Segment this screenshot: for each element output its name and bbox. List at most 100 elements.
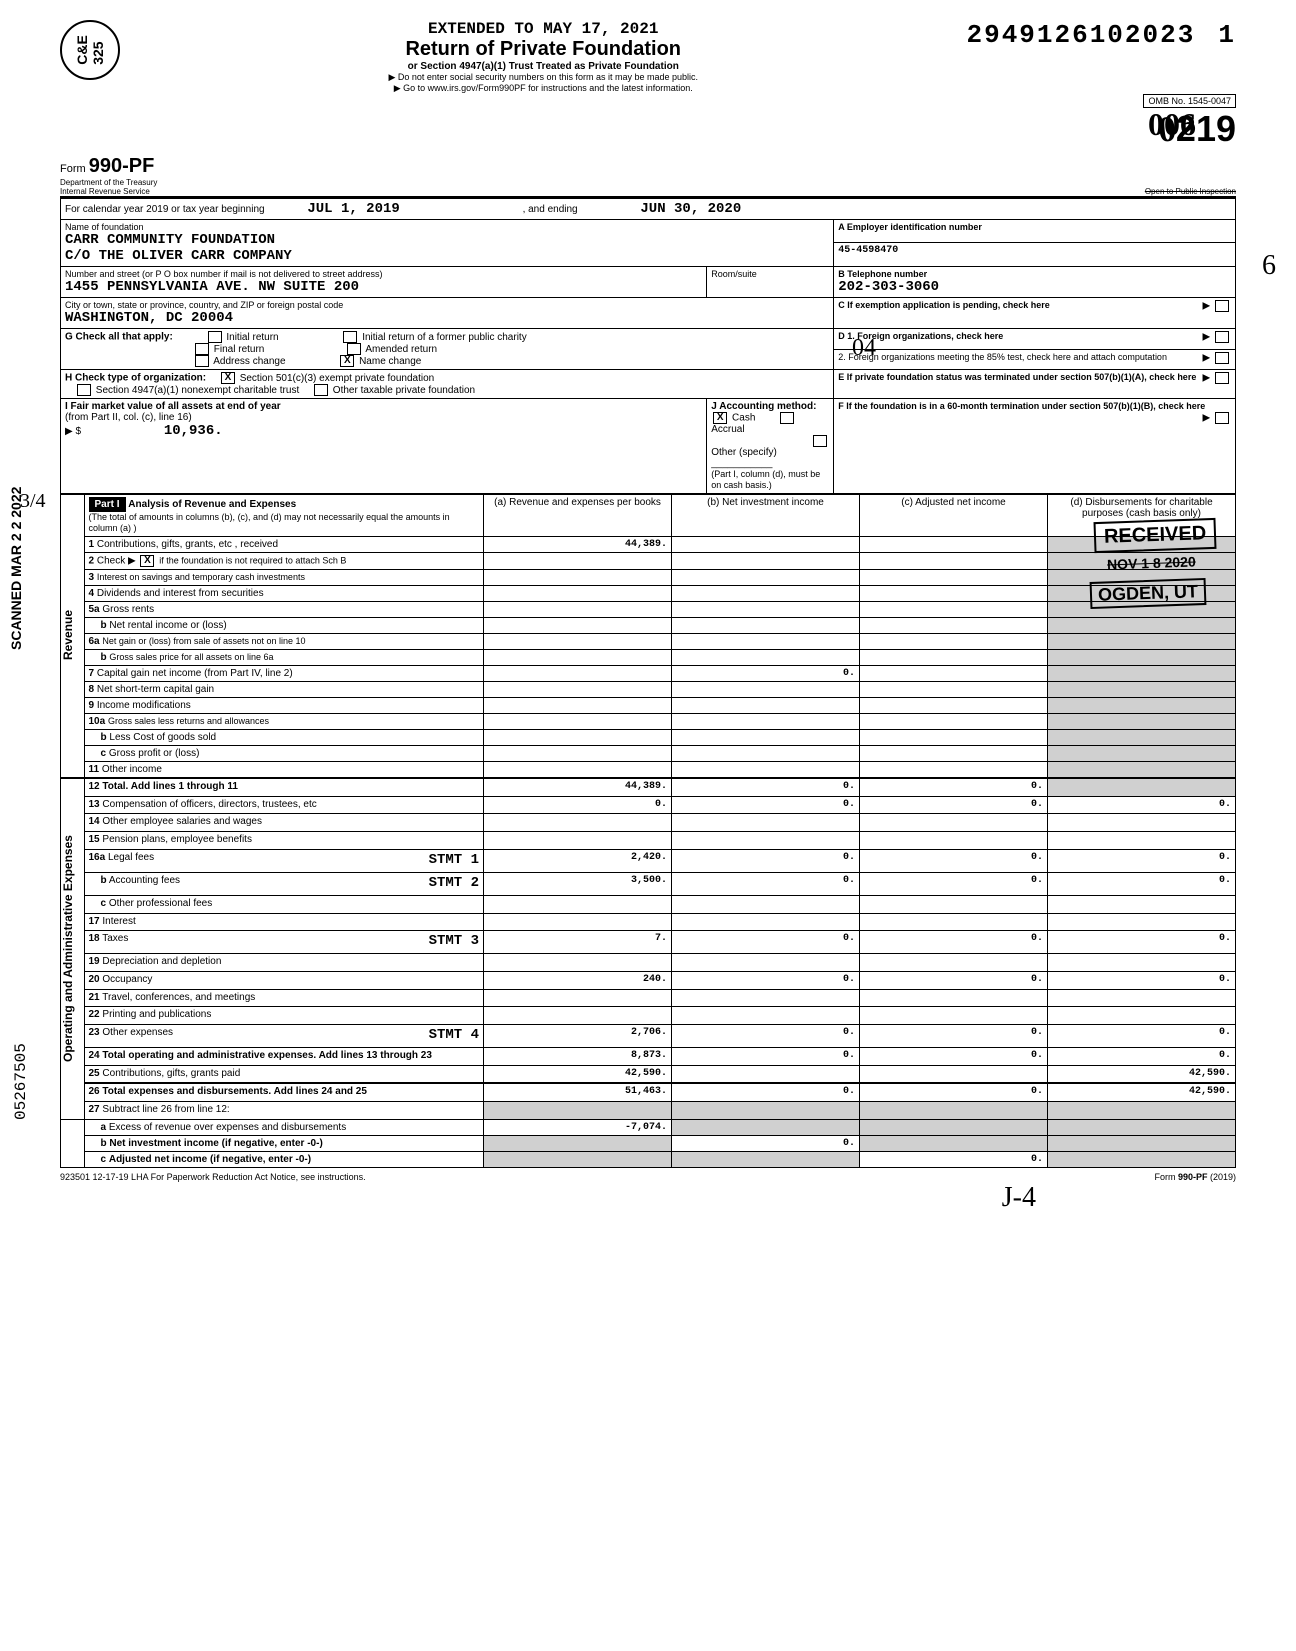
calendar-line: For calendar year 2019 or tax year begin…: [61, 199, 1236, 220]
j-cell: J Accounting method: X Cash Accrual Othe…: [707, 399, 834, 494]
g-address-checkbox[interactable]: [195, 355, 209, 367]
row-4: 4 Dividends and interest from securities: [61, 586, 1236, 602]
row-24: 24 Total operating and administrative ex…: [61, 1048, 1236, 1066]
header-table: For calendar year 2019 or tax year begin…: [60, 198, 1236, 494]
header-row: C&E325 EXTENDED TO MAY 17, 2021 Return o…: [60, 20, 1236, 94]
open-inspection: Open to Public Inspection: [1143, 187, 1236, 196]
dln-block: 2949126102023 1: [966, 20, 1236, 50]
schb-checkbox[interactable]: X: [140, 555, 154, 567]
tel-cell: B Telephone number 202-303-3060: [834, 267, 1236, 298]
expenses-sidebar: Operating and Administrative Expenses: [61, 778, 85, 1120]
part1-header: Part I Analysis of Revenue and Expenses …: [84, 495, 484, 537]
row-23: 23 Other expenses STMT 42,706.0.0.0.: [61, 1024, 1236, 1047]
d2-checkbox[interactable]: [1215, 352, 1229, 364]
j-other-checkbox[interactable]: [813, 435, 827, 447]
form-sub1: or Section 4947(a)(1) Trust Treated as P…: [120, 61, 966, 72]
g-cell: G Check all that apply: Initial return I…: [61, 329, 834, 370]
addr-cell: Number and street (or P O box number if …: [61, 267, 707, 298]
form-id-row: Form 990-PF Department of the Treasury I…: [60, 94, 1236, 198]
form-number: Form 990-PF: [60, 155, 157, 178]
received-date-stamp: NOV 1 8 2020: [1107, 553, 1196, 572]
row-3: 3 Interest on savings and temporary cash…: [61, 570, 1236, 586]
d1-cell: D 1. Foreign organizations, check here ▶: [834, 329, 1236, 350]
h-other-checkbox[interactable]: [314, 384, 328, 396]
city: WASHINGTON, DC 20004: [65, 310, 829, 326]
row-5b: b Net rental income or (loss): [61, 618, 1236, 634]
margin-scanned-date: SCANNED MAR 2 2 2022: [8, 487, 24, 650]
city-cell: City or town, state or province, country…: [61, 298, 834, 329]
row-15: 15 Pension plans, employee benefits: [61, 831, 1236, 849]
header-center: EXTENDED TO MAY 17, 2021 Return of Priva…: [120, 20, 966, 94]
foundation-co: C/O THE OLIVER CARR COMPANY: [65, 248, 829, 264]
row-12: Operating and Administrative Expenses 12…: [61, 778, 1236, 796]
d2-cell: 2. Foreign organizations meeting the 85%…: [834, 349, 1236, 370]
g-initial-checkbox[interactable]: [208, 331, 222, 343]
row-21: 21 Travel, conferences, and meetings: [61, 989, 1236, 1007]
j-accrual-checkbox[interactable]: [780, 412, 794, 424]
row-6b: b Gross sales price for all assets on li…: [61, 650, 1236, 666]
c-cell: C If exemption application is pending, c…: [834, 298, 1236, 329]
f-checkbox[interactable]: [1215, 412, 1229, 424]
ces-logo: C&E325: [60, 20, 120, 80]
row-20: 20 Occupancy240.0.0.0.: [61, 972, 1236, 990]
row-13: 13 Compensation of officers, directors, …: [61, 796, 1236, 814]
ein: 45-4598470: [834, 242, 1236, 266]
g-former-checkbox[interactable]: [343, 331, 357, 343]
dln: 2949126102023: [966, 20, 1195, 50]
row-27a: a Excess of revenue over expenses and di…: [61, 1120, 1236, 1136]
h-cell: H Check type of organization: X Section …: [61, 370, 834, 399]
g-final-checkbox[interactable]: [195, 343, 209, 355]
foundation-name: CARR COMMUNITY FOUNDATION: [65, 232, 829, 248]
col-b-header: (b) Net investment income: [672, 495, 860, 537]
row-17: 17 Interest: [61, 913, 1236, 931]
g-amended-checkbox[interactable]: [347, 343, 361, 355]
handwritten-04: 04: [852, 335, 876, 362]
footer-left: 923501 12-17-19 LHA For Paperwork Reduct…: [60, 1172, 366, 1182]
row-27: 27 Subtract line 26 from line 12:: [61, 1102, 1236, 1120]
c-checkbox[interactable]: [1215, 300, 1229, 312]
j-cash-checkbox[interactable]: X: [713, 412, 727, 424]
footer: 923501 12-17-19 LHA For Paperwork Reduct…: [60, 1172, 1236, 1182]
row-5a: 5a Gross rents: [61, 602, 1236, 618]
handwritten-6: 6: [1262, 250, 1276, 282]
row-7: 7 Capital gain net income (from Part IV,…: [61, 666, 1236, 682]
fmv: 10,936.: [164, 423, 223, 439]
margin-number: 05267505: [12, 1043, 30, 1120]
row-8: 8 Net short-term capital gain: [61, 682, 1236, 698]
dept1: Department of the Treasury: [60, 178, 157, 187]
part1-table: Revenue Part I Analysis of Revenue and E…: [60, 494, 1236, 1168]
dept2: Internal Revenue Service: [60, 187, 157, 196]
row-22: 22 Printing and publications: [61, 1007, 1236, 1025]
received-stamp: RECEIVED: [1093, 518, 1216, 553]
row-6a: 6a Net gain or (loss) from sale of asset…: [61, 634, 1236, 650]
year-box: OMB No. 1545-0047 02219 006 Open to Publ…: [1143, 94, 1236, 196]
g-namechange-checkbox[interactable]: X: [340, 355, 354, 367]
form-sub3: ▶ Go to www.irs.gov/Form990PF for instru…: [120, 83, 966, 94]
d1-checkbox[interactable]: [1215, 331, 1229, 343]
i-cell: I Fair market value of all assets at end…: [61, 399, 707, 494]
handwritten-initials: J-4: [60, 1182, 1236, 1214]
ogden-stamp: OGDEN, UT: [1090, 578, 1207, 609]
row-27b: b Net investment income (if negative, en…: [61, 1136, 1236, 1152]
name-cell: Name of foundation CARR COMMUNITY FOUNDA…: [61, 220, 834, 267]
form-sub2: ▶ Do not enter social security numbers o…: [120, 72, 966, 83]
e-checkbox[interactable]: [1215, 372, 1229, 384]
row-2: 2 Check ▶ X if the foundation is not req…: [61, 553, 1236, 570]
form-title: Return of Private Foundation: [120, 38, 966, 61]
row-11: 11 Other income: [61, 762, 1236, 779]
row-16b: b Accounting fees STMT 23,500.0.0.0.: [61, 872, 1236, 895]
h-501c3-checkbox[interactable]: X: [221, 372, 235, 384]
ein-cell: A Employer identification number: [834, 220, 1236, 243]
row-9: 9 Income modifications: [61, 698, 1236, 714]
h-4947-checkbox[interactable]: [77, 384, 91, 396]
row-10c: c Gross profit or (loss): [61, 746, 1236, 762]
row-10a: 10a Gross sales less returns and allowan…: [61, 714, 1236, 730]
f-cell: F If the foundation is in a 60-month ter…: [834, 399, 1236, 494]
address: 1455 PENNSYLVANIA AVE. NW SUITE 200: [65, 279, 702, 295]
row-14: 14 Other employee salaries and wages: [61, 814, 1236, 832]
row-1: 1 Contributions, gifts, grants, etc , re…: [61, 537, 1236, 553]
revenue-sidebar: Revenue: [61, 495, 85, 779]
row-16c: c Other professional fees: [61, 895, 1236, 913]
row-18: 18 Taxes STMT 37.0.0.0.: [61, 931, 1236, 954]
footer-right: Form 990-PF (2019): [1154, 1172, 1236, 1182]
